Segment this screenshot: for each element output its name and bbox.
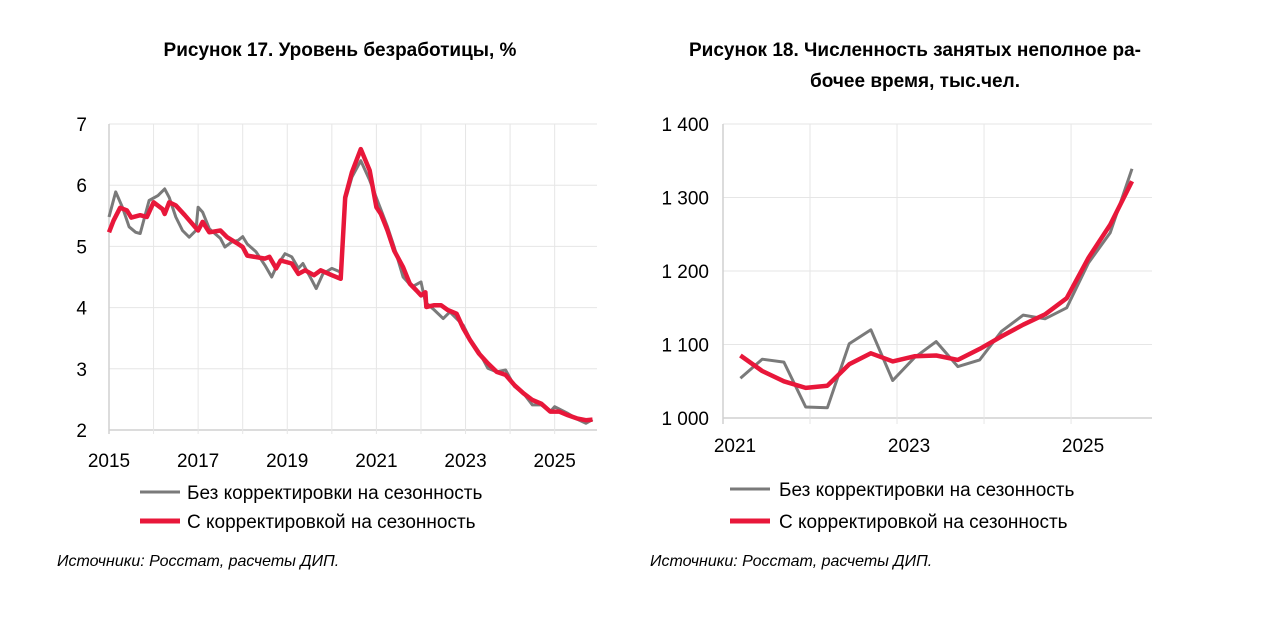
y-tick-label: 7 xyxy=(76,115,87,136)
source-note: Источники: Росстат, расчеты ДИП. xyxy=(57,553,339,570)
x-tick-label: 2025 xyxy=(1062,436,1104,457)
source-note: Источники: Росстат, расчеты ДИП. xyxy=(650,553,932,570)
legend-label-not-adjusted: Без корректировки на сезонность xyxy=(779,480,1074,501)
chart-part-time-employment: Рисунок 18. Численность занятых неполное… xyxy=(650,40,1152,570)
y-tick-label: 3 xyxy=(76,360,87,381)
x-tick-label: 2023 xyxy=(888,436,930,457)
legend-label-adjusted: С корректировкой на сезонность xyxy=(779,512,1068,533)
x-tick-label: 2023 xyxy=(444,451,486,472)
legend-label-adjusted: С корректировкой на сезонность xyxy=(187,512,476,533)
y-tick-label: 2 xyxy=(76,421,87,442)
chart-title-line-1: Рисунок 18. Численность занятых неполное… xyxy=(689,40,1141,61)
y-tick-label: 5 xyxy=(76,237,87,258)
y-tick-label: 1 100 xyxy=(661,336,709,357)
chart-title: Рисунок 17. Уровень безработицы, % xyxy=(164,40,517,61)
x-tick-label: 2021 xyxy=(714,436,756,457)
y-tick-label: 1 300 xyxy=(661,189,709,210)
y-tick-label: 6 xyxy=(76,176,87,197)
series-line-adjusted xyxy=(739,180,1135,391)
y-tick-label: 1 000 xyxy=(661,409,709,430)
legend-label-not-adjusted: Без корректировки на сезонность xyxy=(187,483,482,504)
x-tick-label: 2019 xyxy=(266,451,308,472)
y-tick-label: 4 xyxy=(76,299,87,320)
x-tick-label: 2025 xyxy=(534,451,576,472)
x-tick-label: 2017 xyxy=(177,451,219,472)
series-line-adjusted xyxy=(106,146,593,423)
series-line-not-adjusted xyxy=(739,168,1134,410)
x-tick-label: 2021 xyxy=(355,451,397,472)
series-line-not-adjusted xyxy=(107,159,594,425)
chart-title-line-2: бочее время, тыс.чел. xyxy=(810,71,1020,92)
y-tick-label: 1 200 xyxy=(661,262,709,283)
chart-unemployment: Рисунок 17. Уровень безработицы, % 2 3 4 5 6… xyxy=(57,40,597,570)
x-tick-label: 2015 xyxy=(88,451,130,472)
y-tick-label: 1 400 xyxy=(661,115,709,136)
